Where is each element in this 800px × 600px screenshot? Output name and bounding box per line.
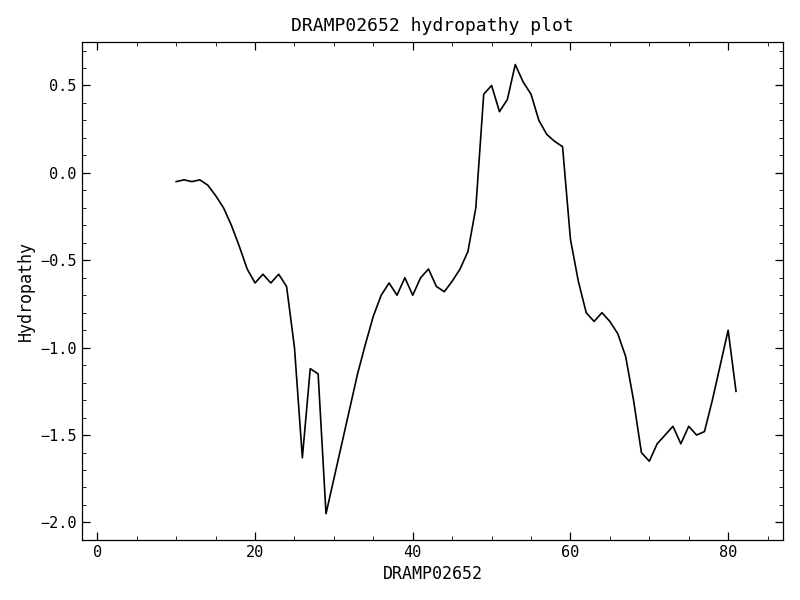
Title: DRAMP02652 hydropathy plot: DRAMP02652 hydropathy plot <box>291 17 574 35</box>
X-axis label: DRAMP02652: DRAMP02652 <box>382 565 482 583</box>
Y-axis label: Hydropathy: Hydropathy <box>17 241 34 341</box>
